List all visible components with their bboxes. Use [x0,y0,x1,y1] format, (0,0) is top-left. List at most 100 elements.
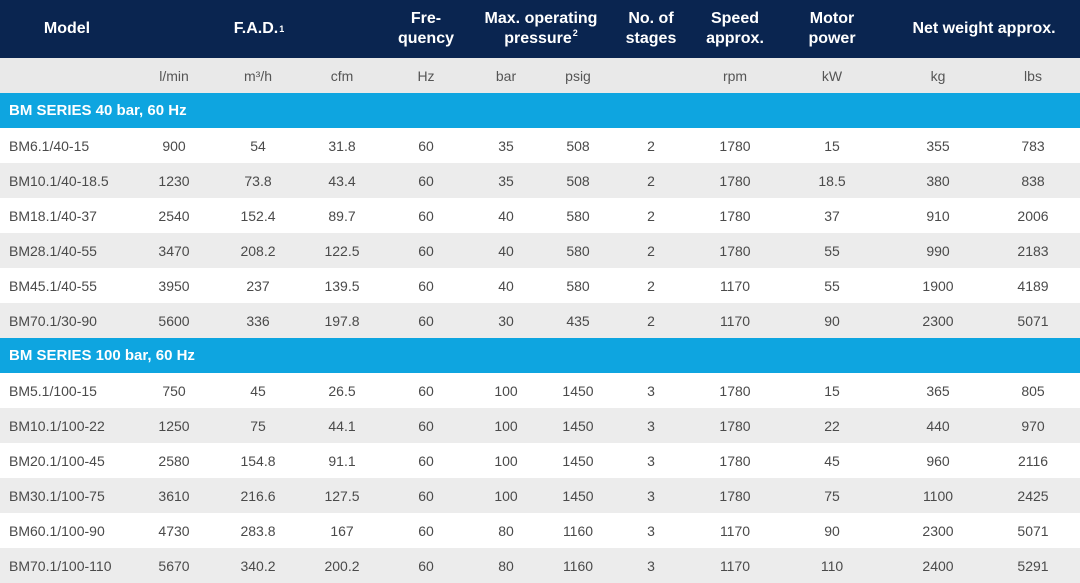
cell-kg: 440 [926,417,950,434]
unit-kw: kW [821,67,843,84]
cell-rpm: 1780 [719,172,751,189]
cell-kw: 15 [824,137,840,154]
cell-lmin: 1250 [158,417,190,434]
table-row: BM10.1/100-22 1250 75 44.1 60 100 1450 3 1780 22 4… [0,408,1080,443]
cell-model: BM70.1/100-110 [9,557,112,574]
unit-m3h: m³/h [244,67,272,84]
unit-psig: psig [565,67,591,84]
cell-model: BM70.1/30-90 [9,312,97,329]
cell-hz: 60 [418,417,434,434]
cell-cfm: 127.5 [324,487,360,504]
cell-kg: 2300 [922,312,954,329]
cell-kw: 18.5 [818,172,846,189]
cell-kg: 2300 [922,522,954,539]
cell-rpm: 1780 [719,242,751,259]
cell-m3h: 73.8 [244,172,272,189]
header-motor-line2: power [808,30,856,47]
table-row: BM20.1/100-45 2580 154.8 91.1 60 100 1450 3 1780… [0,443,1080,478]
cell-lmin: 4730 [158,522,190,539]
cell-psig: 1450 [562,417,594,434]
cell-lbs: 2116 [1017,452,1049,469]
cell-m3h: 75 [250,417,266,434]
cell-kg: 365 [926,382,950,399]
cell-bar: 35 [498,137,514,154]
table-header: Model F.A.D. 1 Fre- quency Max. operating… [0,0,1080,58]
cell-model: BM10.1/40-18.5 [9,172,109,189]
cell-rpm: 1170 [719,557,751,574]
section-header: BM SERIES 100 bar, 60 Hz [0,338,1080,373]
cell-bar: 80 [498,557,514,574]
cell-stages: 2 [647,312,655,329]
header-pressure-line2: pressure [504,30,572,47]
cell-m3h: 54 [250,137,266,154]
cell-hz: 60 [418,312,434,329]
cell-lbs: 970 [1021,417,1045,434]
header-model: Model [20,0,114,58]
header-speed: Speed approx. [695,0,775,58]
cell-kg: 960 [926,452,950,469]
cell-rpm: 1780 [719,452,751,469]
cell-stages: 3 [647,417,655,434]
cell-model: BM30.1/100-75 [9,487,105,504]
cell-lmin: 750 [162,382,186,399]
cell-lmin: 5600 [158,312,190,329]
cell-bar: 30 [498,312,514,329]
cell-m3h: 283.8 [240,522,276,539]
cell-kw: 90 [824,312,840,329]
cell-lmin: 3950 [158,277,190,294]
cell-rpm: 1170 [719,312,751,329]
cell-lbs: 2425 [1017,487,1049,504]
cell-kw: 90 [824,522,840,539]
cell-m3h: 340.2 [240,557,276,574]
cell-cfm: 167 [330,522,354,539]
cell-lmin: 3610 [158,487,190,504]
cell-kw: 110 [820,557,844,574]
cell-bar: 80 [498,522,514,539]
cell-rpm: 1780 [719,417,751,434]
cell-bar: 100 [494,487,518,504]
cell-kw: 55 [824,242,840,259]
cell-lbs: 5291 [1017,557,1049,574]
cell-bar: 40 [498,277,514,294]
cell-kw: 15 [824,382,840,399]
header-frequency: Fre- quency [390,0,462,58]
unit-cfm: cfm [330,67,354,84]
table-row: BM45.1/40-55 3950 237 139.5 60 40 580 2 1170 55 19… [0,268,1080,303]
cell-model: BM6.1/40-15 [9,137,90,154]
cell-rpm: 1780 [719,137,751,154]
header-pressure-line1: Max. operating [484,10,598,27]
cell-kw: 45 [824,452,840,469]
cell-bar: 40 [498,207,514,224]
cell-m3h: 336 [246,312,270,329]
unit-bar: bar [495,67,517,84]
cell-lbs: 4189 [1017,277,1049,294]
cell-cfm: 31.8 [328,137,356,154]
cell-bar: 40 [498,242,514,259]
cell-m3h: 237 [246,277,270,294]
cell-model: BM5.1/100-15 [9,382,97,399]
cell-kg: 380 [926,172,950,189]
table-row: BM28.1/40-55 3470 208.2 122.5 60 40 580 2 1780 55… [0,233,1080,268]
cell-hz: 60 [418,207,434,224]
cell-lmin: 900 [162,137,186,154]
cell-psig: 580 [566,207,590,224]
cell-m3h: 154.8 [240,452,276,469]
cell-lmin: 2540 [158,207,190,224]
header-pressure-footnote: 2 [572,28,578,38]
cell-model: BM60.1/100-90 [9,522,105,539]
cell-m3h: 216.6 [240,487,276,504]
cell-lbs: 2183 [1017,242,1049,259]
cell-bar: 100 [494,417,518,434]
cell-hz: 60 [418,242,434,259]
header-weight: Net weight approx. [896,0,1072,58]
header-frequency-line1: Fre- [410,10,442,27]
header-motor-line1: Motor [809,10,855,27]
cell-bar: 100 [494,452,518,469]
cell-kg: 2400 [922,557,954,574]
cell-rpm: 1780 [719,487,751,504]
cell-stages: 3 [647,487,655,504]
cell-cfm: 91.1 [328,452,356,469]
cell-cfm: 43.4 [328,172,356,189]
unit-lbs: lbs [1024,67,1042,84]
cell-psig: 580 [566,277,590,294]
